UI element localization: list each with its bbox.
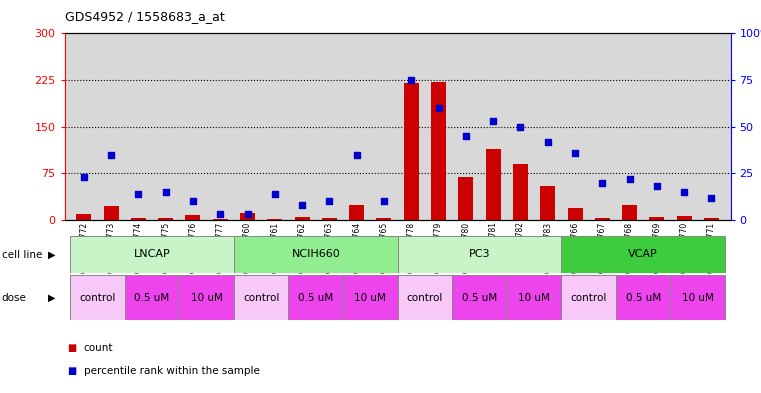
Text: ■: ■ [67, 366, 76, 376]
Bar [677, 216, 692, 220]
Point [323, 198, 336, 204]
Text: percentile rank within the sample: percentile rank within the sample [84, 366, 260, 376]
Bar [540, 186, 556, 220]
Point [596, 180, 608, 186]
Bar [295, 217, 310, 220]
Point [705, 195, 718, 201]
Bar [562, 236, 725, 273]
Bar [234, 275, 288, 320]
Bar [704, 218, 719, 220]
Bar [180, 275, 234, 320]
Text: ▶: ▶ [48, 293, 56, 303]
Text: control: control [79, 293, 116, 303]
Bar [562, 275, 616, 320]
Point [432, 105, 444, 111]
Bar [458, 176, 473, 220]
Bar [240, 213, 255, 220]
Bar [670, 275, 725, 320]
Bar [70, 236, 234, 273]
Bar [103, 206, 119, 220]
Point [214, 211, 226, 218]
Text: NCIH660: NCIH660 [291, 250, 340, 259]
Bar [622, 204, 637, 220]
Bar [398, 275, 452, 320]
Point [378, 198, 390, 204]
Bar [349, 204, 365, 220]
Bar [377, 218, 391, 220]
Bar [507, 275, 562, 320]
Bar [404, 83, 419, 220]
Point [405, 77, 417, 83]
Bar [125, 275, 180, 320]
Point [296, 202, 308, 208]
Bar [486, 149, 501, 220]
Bar [398, 236, 562, 273]
Point [187, 198, 199, 204]
Point [241, 211, 253, 218]
Text: control: control [406, 293, 443, 303]
Point [514, 123, 527, 130]
Bar [234, 236, 398, 273]
Text: 10 uM: 10 uM [355, 293, 387, 303]
Text: cell line: cell line [2, 250, 42, 260]
Text: 10 uM: 10 uM [191, 293, 222, 303]
Bar [70, 275, 125, 320]
Text: dose: dose [2, 293, 27, 303]
Text: control: control [243, 293, 279, 303]
Point [78, 174, 90, 180]
Point [132, 191, 145, 197]
Bar [288, 275, 343, 320]
Bar [513, 164, 528, 220]
Text: 0.5 uM: 0.5 uM [135, 293, 170, 303]
Bar [595, 218, 610, 220]
Bar [158, 218, 174, 220]
Point [105, 152, 117, 158]
Text: count: count [84, 343, 113, 353]
Text: LNCAP: LNCAP [134, 250, 170, 259]
Text: ■: ■ [67, 343, 76, 353]
Bar [186, 215, 200, 220]
Text: 0.5 uM: 0.5 uM [626, 293, 661, 303]
Point [269, 191, 281, 197]
Bar [322, 218, 337, 220]
Text: PC3: PC3 [469, 250, 490, 259]
Text: 0.5 uM: 0.5 uM [462, 293, 497, 303]
Bar [431, 82, 446, 220]
Point [351, 152, 363, 158]
Bar [131, 218, 146, 220]
Bar [452, 275, 507, 320]
Bar [616, 275, 670, 320]
Bar [213, 219, 228, 220]
Bar [568, 208, 582, 220]
Point [487, 118, 499, 124]
Text: control: control [571, 293, 607, 303]
Text: 10 uM: 10 uM [682, 293, 714, 303]
Bar [267, 219, 282, 220]
Point [678, 189, 690, 195]
Bar [649, 217, 664, 220]
Point [542, 138, 554, 145]
Text: 0.5 uM: 0.5 uM [298, 293, 333, 303]
Bar [343, 275, 398, 320]
Text: 10 uM: 10 uM [518, 293, 550, 303]
Text: ▶: ▶ [48, 250, 56, 260]
Bar [76, 214, 91, 220]
Text: GDS4952 / 1558683_a_at: GDS4952 / 1558683_a_at [65, 10, 224, 23]
Text: VCAP: VCAP [629, 250, 658, 259]
Point [651, 183, 663, 189]
Point [569, 150, 581, 156]
Point [460, 133, 472, 139]
Point [160, 189, 172, 195]
Point [623, 176, 635, 182]
